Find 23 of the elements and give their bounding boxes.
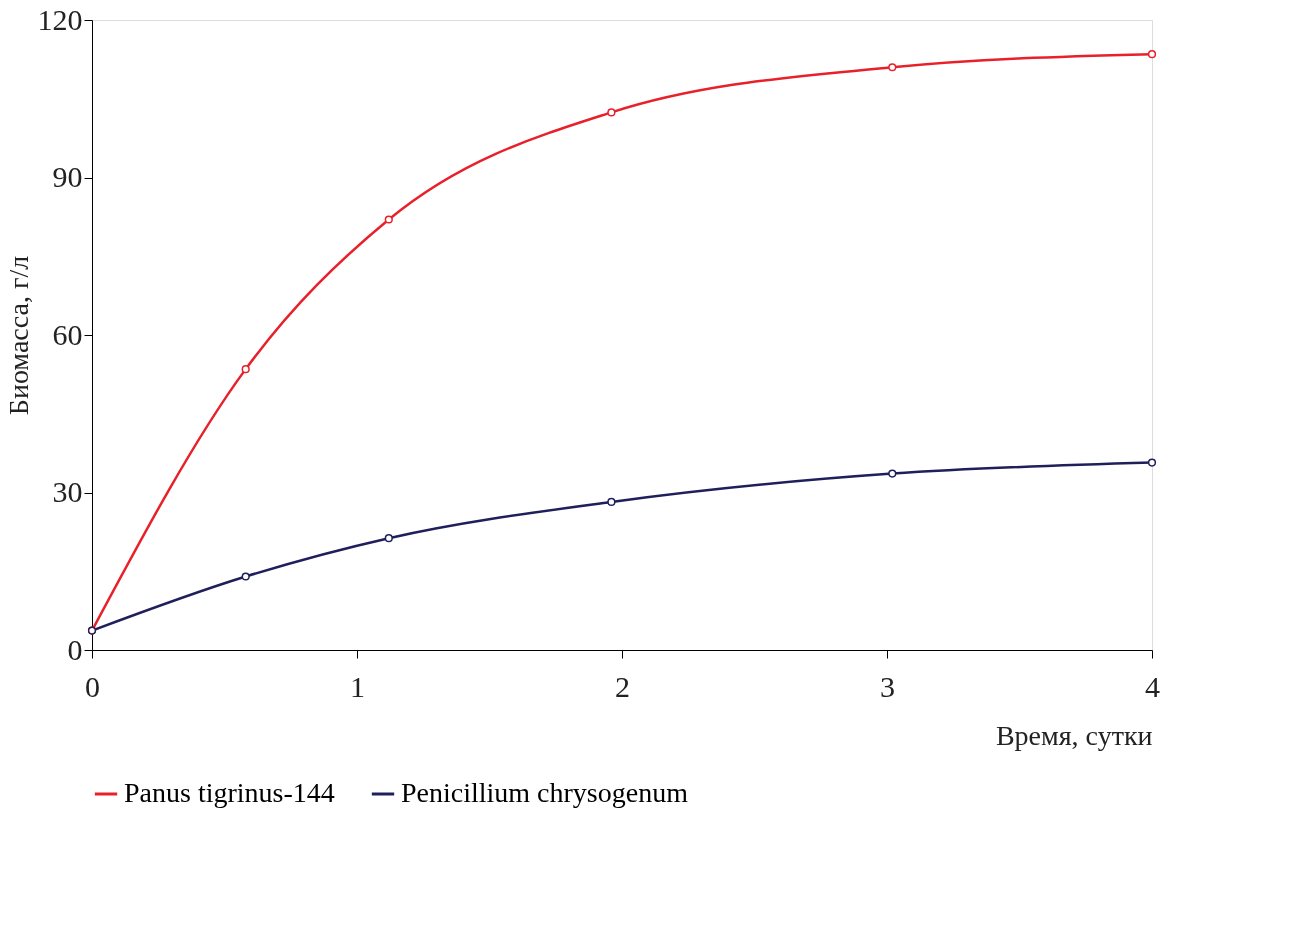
x-tick-label: 1 [350,669,365,703]
point [384,534,393,543]
y-tick-label: 60 [52,317,83,351]
point [888,469,897,478]
point [607,497,616,507]
point [384,215,393,224]
y-axis-title: Биомасса, г/л [2,255,34,416]
x-axis-title: Время, сутки [995,719,1153,751]
y-tick-label: 120 [37,2,83,36]
point [1147,458,1157,467]
x-tick-label: 4 [1145,669,1160,703]
point [607,108,616,117]
y-tick-label: 0 [67,632,83,666]
y-tick-label: 90 [52,160,83,193]
legend-label: Panus tigrinus-144 [124,777,335,808]
point [241,572,250,581]
point [888,63,897,72]
point [1147,50,1157,59]
point [241,365,250,374]
x-tick-label: 2 [615,669,630,703]
y-tick-label: 30 [52,475,83,508]
legend-label: Penicillium chrysogenum [401,777,689,808]
x-tick-label: 3 [880,669,895,703]
